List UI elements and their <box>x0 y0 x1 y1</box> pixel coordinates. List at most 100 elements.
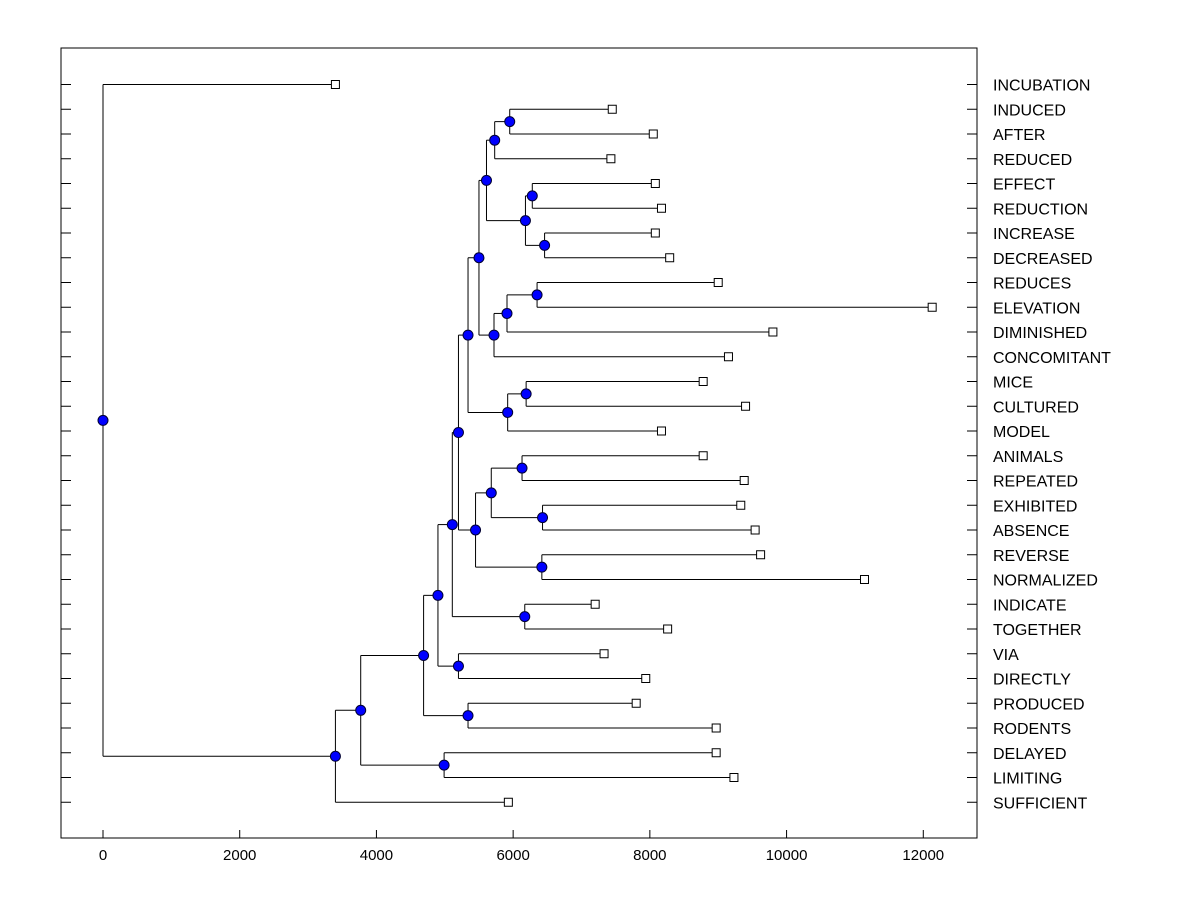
merge-node-n17 <box>536 561 548 573</box>
x-tick-label-6000: 6000 <box>496 847 529 864</box>
leaf-marker-mice <box>698 377 708 386</box>
merge-node-n10 <box>473 252 485 264</box>
leaf-marker-rodents <box>711 723 721 733</box>
merge-node-n7 <box>531 289 543 301</box>
leaf-label-elevation: ELEVATION <box>993 300 1080 317</box>
leaf-label-rodents: RODENTS <box>993 721 1071 738</box>
leaf-label-sufficient: SUFFICIENT <box>993 795 1087 812</box>
leaf-marker-delayed <box>711 748 721 758</box>
leaf-marker-animals <box>698 451 708 461</box>
leaf-marker-limiting <box>729 773 739 782</box>
merge-node-n19 <box>452 427 464 439</box>
merge-node-n23 <box>432 589 444 601</box>
merge-node-n14 <box>516 462 528 474</box>
leaf-label-absence: ABSENCE <box>993 523 1069 540</box>
leaf-label-mice: MICE <box>993 375 1033 392</box>
merge-node-n20 <box>519 611 531 623</box>
leaf-marker-induced <box>607 104 617 114</box>
merge-node-n28 <box>329 750 341 762</box>
merge-node-n21 <box>446 519 458 531</box>
plot-frame <box>60 47 978 839</box>
leaf-marker-repeated <box>739 476 749 485</box>
leaf-marker-after <box>648 129 658 139</box>
leaf-marker-normalized <box>859 575 869 584</box>
leaf-label-repeated: REPEATED <box>993 474 1078 491</box>
merge-node-n15 <box>537 512 549 524</box>
x-tick-label-4000: 4000 <box>360 847 393 864</box>
leaf-marker-together <box>663 624 673 634</box>
leaf-label-model: MODEL <box>993 424 1050 441</box>
ticks-layer: 0 2000 4000 6000 8000 10000 12000 <box>61 84 977 864</box>
merge-node-n2 <box>489 134 501 146</box>
leaf-marker-exhibited <box>736 500 746 510</box>
leaf-marker-elevation <box>927 302 937 312</box>
merge-node-n29 <box>97 414 109 426</box>
leaf-label-produced: PRODUCED <box>993 696 1085 713</box>
leaf-label-limiting: LIMITING <box>993 771 1062 788</box>
x-tick-label-8000: 8000 <box>633 847 666 864</box>
leaf-label-reduction: REDUCTION <box>993 201 1088 218</box>
tree-layer <box>97 80 937 807</box>
leaf-marker-sufficient <box>503 797 513 807</box>
leaf-label-delayed: DELAYED <box>993 746 1067 763</box>
merge-node-n4 <box>539 239 551 251</box>
merge-node-n12 <box>502 406 514 418</box>
leaf-label-via: VIA <box>993 647 1019 664</box>
x-tick-label-10000: 10000 <box>766 847 808 864</box>
leaf-label-cultured: CULTURED <box>993 399 1079 416</box>
merge-node-n11 <box>520 388 532 400</box>
leaf-label-animals: ANIMALS <box>993 449 1063 466</box>
leaf-marker-absence <box>750 525 760 535</box>
merge-node-n1 <box>504 116 516 128</box>
leaf-label-induced: INDUCED <box>993 102 1066 119</box>
leaf-marker-via <box>599 649 609 659</box>
leaf-marker-produced <box>631 698 641 708</box>
merge-node-n5 <box>519 215 531 227</box>
merge-node-n27 <box>355 704 367 716</box>
leaf-marker-decreased <box>665 253 675 263</box>
merge-node-n18 <box>470 524 482 536</box>
leaf-label-decreased: DECREASED <box>993 251 1093 268</box>
leaf-label-reverse: REVERSE <box>993 548 1069 565</box>
leaf-label-effect: EFFECT <box>993 177 1055 194</box>
merge-node-n26 <box>438 759 450 771</box>
merge-node-n25 <box>418 649 430 661</box>
leaf-marker-effect <box>650 179 660 188</box>
leaf-label-reduces: REDUCES <box>993 276 1071 293</box>
x-tick-label-2000: 2000 <box>223 847 256 864</box>
leaf-marker-reverse <box>756 550 766 560</box>
leaf-label-concomitant: CONCOMITANT <box>993 350 1111 367</box>
leaf-marker-reduced <box>606 154 616 164</box>
merge-node-n13 <box>462 329 474 341</box>
leaf-label-incubation: INCUBATION <box>993 78 1090 95</box>
leaf-label-after: AFTER <box>993 127 1045 144</box>
merge-node-n16 <box>485 487 497 499</box>
leaf-label-indicate: INDICATE <box>993 597 1066 614</box>
leaf-marker-increase <box>650 228 660 238</box>
merge-node-n9 <box>488 329 500 341</box>
x-tick-label-0: 0 <box>99 847 107 864</box>
leaf-marker-reduces <box>713 278 723 287</box>
leaf-label-together: TOGETHER <box>993 622 1082 639</box>
leaf-marker-indicate <box>590 599 600 609</box>
leaf-label-normalized: NORMALIZED <box>993 573 1098 590</box>
leaf-marker-concomitant <box>723 352 733 362</box>
x-tick-label-12000: 12000 <box>902 847 944 864</box>
merge-node-n24 <box>462 710 474 722</box>
leaf-label-exhibited: EXHIBITED <box>993 498 1077 515</box>
leaf-label-increase: INCREASE <box>993 226 1075 243</box>
merge-node-n6 <box>480 174 492 186</box>
leaf-label-diminished: DIMINISHED <box>993 325 1087 342</box>
labels-layer: INCUBATION INDUCED AFTER REDUCED EFFECT REDUC… <box>993 78 1111 813</box>
merge-node-n3 <box>526 190 538 202</box>
leaf-marker-directly <box>641 674 651 683</box>
leaf-marker-incubation <box>330 80 340 89</box>
merge-node-n8 <box>501 307 513 319</box>
merge-node-n22 <box>452 660 464 672</box>
leaf-label-reduced: REDUCED <box>993 152 1072 169</box>
leaf-marker-cultured <box>741 401 751 411</box>
leaf-marker-model <box>656 426 666 436</box>
leaf-marker-reduction <box>656 203 666 213</box>
leaf-label-directly: DIRECTLY <box>993 672 1071 689</box>
